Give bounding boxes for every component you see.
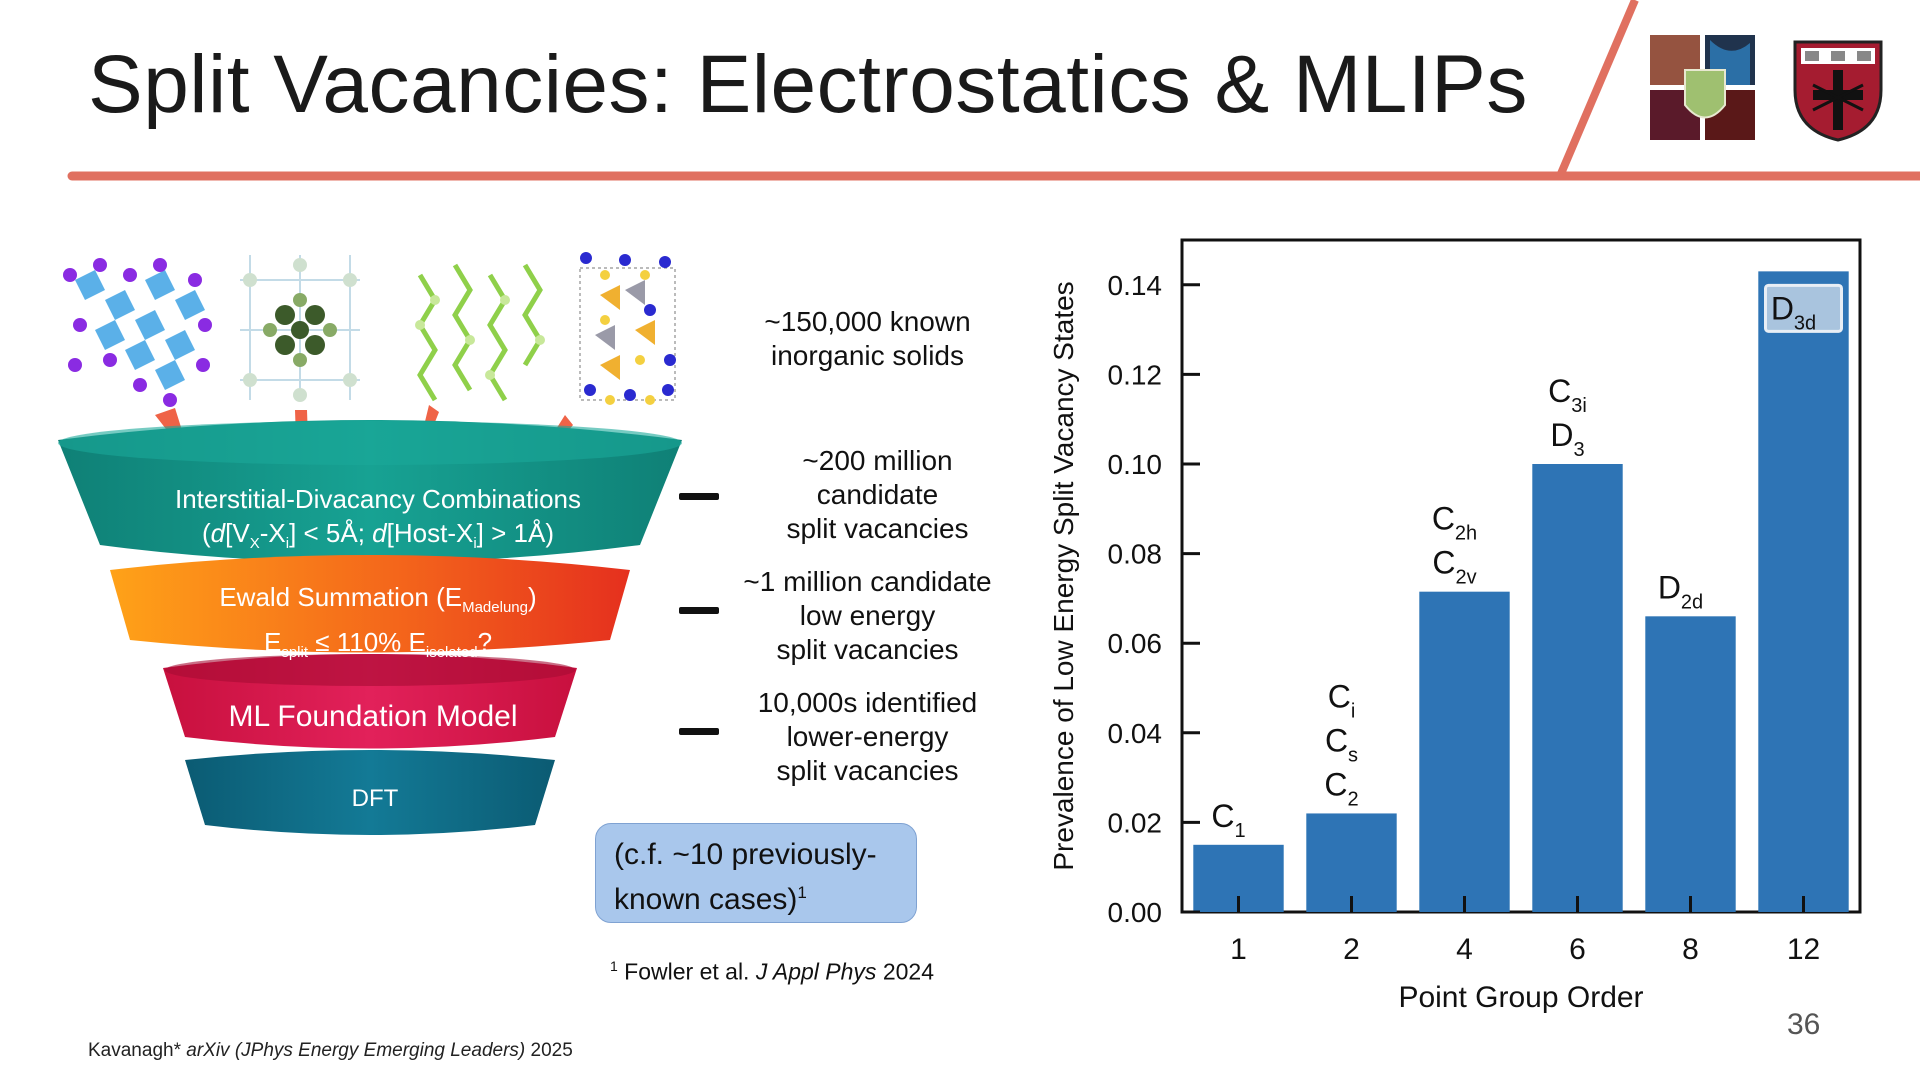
bar-label: C3i [1548, 373, 1587, 417]
page-number: 36 [1787, 1008, 1821, 1041]
funnel-layer1-text: Interstitial-Divacancy Combinations (d[V… [58, 482, 698, 561]
dash-marker [679, 728, 719, 735]
funnel-layer-ewald [110, 555, 630, 653]
chain-structure [415, 263, 545, 402]
funnel-layer2-title: Ewald Summation (EMadelung) [219, 582, 537, 617]
y-axis-label: Prevalence of Low Energy Split Vacancy S… [1048, 281, 1079, 870]
description-known-solids: ~150,000 known inorganic solids [764, 306, 971, 371]
bar-label: D2d [1658, 569, 1703, 613]
funnel-layer4-label: DFT [351, 785, 399, 812]
funnel-layer2-criteria: Esplit ≤ 110% Eisolated? [263, 627, 493, 662]
y-tick-label: 0.08 [1108, 539, 1163, 570]
y-tick-label: 0.00 [1108, 897, 1163, 928]
reference-citation: 1 Fowler et al. J Appl Phys 2024 [610, 958, 934, 985]
y-tick-label: 0.14 [1108, 270, 1163, 301]
bar [1419, 591, 1510, 912]
bar-label: D3d [1771, 290, 1816, 334]
perovskite-structure [63, 258, 212, 407]
dash-marker [679, 607, 719, 614]
description-low-energy: ~1 million candidate low energy split vaca… [743, 566, 992, 665]
y-tick-label: 0.02 [1108, 807, 1163, 838]
funnel-layer-dft [185, 750, 555, 835]
y-tick-label: 0.04 [1108, 718, 1163, 749]
y-tick-label: 0.12 [1108, 359, 1163, 390]
screening-funnel [58, 405, 682, 835]
harvard-veritas-shield-logo [1793, 40, 1883, 142]
title-accent-lines [67, 0, 1920, 181]
bar [1306, 813, 1397, 912]
page-title: Split Vacancies: Electrostatics & MLIPs [88, 39, 1528, 130]
bar-label-box [1764, 283, 1843, 333]
x-axis-label: Point Group Order [1398, 981, 1643, 1014]
crystal-structures [63, 252, 676, 407]
bar-label: C2 [1324, 766, 1358, 810]
college-crest-logo [1650, 35, 1755, 140]
footer-citation: Kavanagh* arXiv (JPhys Energy Emerging L… [88, 1040, 573, 1061]
bar-label: D3 [1550, 417, 1584, 461]
bar [1758, 271, 1849, 912]
y-tick-label: 0.06 [1108, 628, 1163, 659]
description-identified: 10,000s identified lower-energy split vaca… [757, 687, 978, 786]
funnel-layer2-text: Ewald Summation (EMadelung) Esplit ≤ 110… [108, 580, 648, 670]
x-tick-label: 1 [1230, 933, 1247, 966]
bar-label: Cs [1325, 722, 1358, 766]
x-tick-label: 12 [1787, 933, 1820, 966]
x-tick-label: 6 [1569, 933, 1586, 966]
funnel-layer1-criteria: (d[VX-Xi] < 5Å; d[Host-Xi] > 1Å) [201, 518, 554, 553]
dash-marker [679, 493, 719, 500]
funnel-layer1-title: Interstitial-Divacancy Combinations [174, 484, 582, 514]
bar [1532, 464, 1623, 912]
layered-structure [579, 252, 676, 405]
bar-label: C1 [1211, 798, 1245, 842]
description-candidates: ~200 million candidate split vacancies [786, 445, 969, 544]
previous-cases-callout: (c.f. ~10 previously- known cases)1 [595, 823, 917, 923]
y-tick-label: 0.10 [1108, 449, 1163, 480]
x-tick-label: 4 [1456, 933, 1473, 966]
funnel-layer3-label: ML Foundation Model [228, 700, 518, 733]
title-diagonal-line [1556, 0, 1639, 178]
x-tick-label: 8 [1682, 933, 1699, 966]
cubic-cluster-structure [240, 255, 360, 402]
bar-label: Ci [1328, 678, 1356, 722]
bar-label: C2h [1432, 501, 1477, 545]
bar-label: C2v [1432, 545, 1476, 589]
plot-frame [1180, 238, 1862, 914]
bar [1645, 616, 1736, 912]
x-tick-label: 2 [1343, 933, 1360, 966]
